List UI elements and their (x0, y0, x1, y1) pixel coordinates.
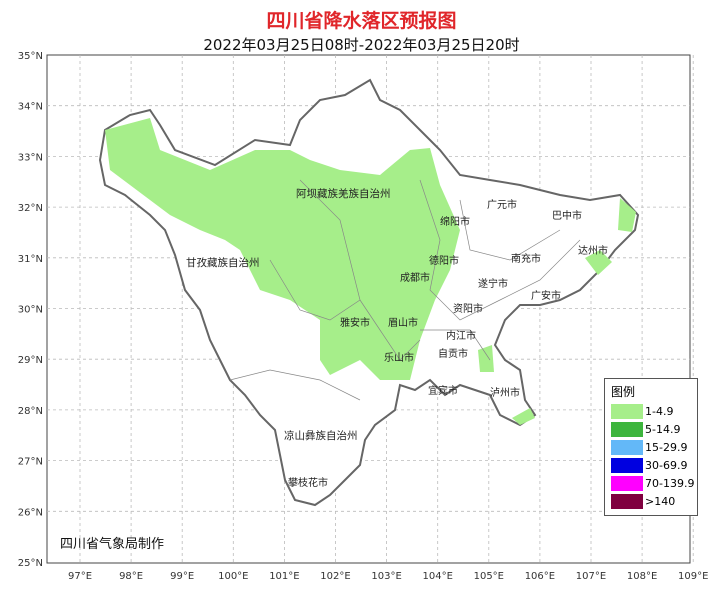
legend-item: 5-14.9 (611, 420, 697, 438)
label-chengdu: 成都市 (400, 271, 430, 284)
map-frame (46, 54, 691, 564)
map-title: 四川省降水落区预报图 (266, 10, 457, 32)
label-mianyang: 绵阳市 (440, 215, 470, 228)
legend-label: 30-69.9 (645, 458, 688, 472)
lon-tick-label: 107°E (576, 571, 606, 582)
label-deyang: 德阳市 (429, 254, 459, 267)
rainfall-1-4.9-area (105, 118, 636, 425)
label-guangyuan: 广元市 (487, 198, 517, 211)
map-subtitle: 2022年03月25日08时-2022年03月25日20时 (203, 36, 520, 54)
label-zigong: 自贡市 (438, 347, 468, 360)
label-panzhihua: 攀枝花市 (288, 476, 328, 489)
label-luzhou: 泸州市 (490, 386, 520, 399)
prefecture-boundaries (229, 179, 581, 401)
lat-tick-label: 34°N (18, 102, 43, 113)
lat-tick-label: 35°N (18, 51, 43, 62)
legend-swatch (611, 403, 643, 419)
lat-tick-label: 29°N (18, 355, 43, 366)
lat-tick-label: 32°N (18, 203, 43, 214)
label-neijiang: 内江市 (446, 329, 476, 342)
legend-item: >140 (611, 492, 697, 510)
legend-title: 图例 (611, 385, 636, 399)
legend-label: >140 (645, 494, 676, 508)
label-leshan: 乐山市 (384, 351, 414, 364)
label-guangan: 广安市 (531, 289, 561, 302)
legend-item: 30-69.9 (611, 456, 697, 474)
label-yibin: 宜宾市 (428, 384, 458, 397)
legend-swatch (611, 457, 643, 473)
legend-label: 1-4.9 (645, 404, 674, 418)
lat-tick-label: 27°N (18, 457, 43, 468)
legend-swatch (611, 493, 643, 509)
place-labels: 阿坝藏族羌族自治州 甘孜藏族自治州 凉山彝族自治州 攀枝花市 广元市 巴中市 绵… (186, 187, 608, 489)
label-nanchong: 南充市 (511, 252, 541, 265)
lon-tick-label: 97°E (68, 571, 92, 582)
lat-tick-label: 26°N (18, 507, 43, 518)
lat-tick-label: 33°N (18, 152, 43, 163)
legend-item: 70-139.9 (611, 474, 697, 492)
label-liangshan: 凉山彝族自治州 (284, 429, 358, 442)
label-ganzi: 甘孜藏族自治州 (186, 256, 260, 269)
lat-tick-label: 28°N (18, 406, 43, 417)
lon-tick-label: 104°E (422, 571, 452, 582)
legend-label: 70-139.9 (645, 476, 695, 490)
legend-item: 1-4.9 (611, 402, 697, 420)
legend-swatch (611, 475, 643, 491)
legend-item: 15-29.9 (611, 438, 697, 456)
label-ziyang: 资阳市 (453, 302, 483, 315)
label-aba: 阿坝藏族羌族自治州 (296, 187, 391, 200)
lon-tick-label: 100°E (218, 571, 248, 582)
label-meishan: 眉山市 (388, 316, 418, 329)
legend-label: 5-14.9 (645, 422, 681, 436)
legend-swatch (611, 439, 643, 455)
lon-tick-label: 106°E (525, 571, 555, 582)
lon-tick-label: 102°E (320, 571, 350, 582)
lon-tick-label: 103°E (371, 571, 401, 582)
lat-tick-label: 25°N (18, 558, 43, 569)
axis-labels: 35°N 34°N 33°N 32°N 31°N 30°N 29°N 28°N 27°N 26°N… (18, 51, 709, 582)
legend-label: 15-29.9 (645, 440, 688, 454)
label-yaan: 雅安市 (340, 316, 370, 329)
lat-tick-label: 31°N (18, 254, 43, 265)
lon-tick-label: 105°E (474, 571, 504, 582)
label-bazhong: 巴中市 (552, 209, 582, 222)
label-dazhou: 达州市 (578, 244, 608, 257)
legend-swatch (611, 421, 643, 437)
lon-tick-label: 99°E (170, 571, 194, 582)
lon-tick-label: 109°E (678, 571, 708, 582)
lon-tick-label: 108°E (627, 571, 657, 582)
label-suining: 遂宁市 (478, 277, 508, 290)
lon-tick-label: 98°E (119, 571, 143, 582)
lon-tick-label: 101°E (269, 571, 299, 582)
producer-credit: 四川省气象局制作 (60, 537, 165, 552)
lat-tick-label: 30°N (18, 305, 43, 316)
legend: 图例 1-4.9 5-14.9 15-29.9 30-69.9 70-139.9 >140 (604, 378, 698, 516)
